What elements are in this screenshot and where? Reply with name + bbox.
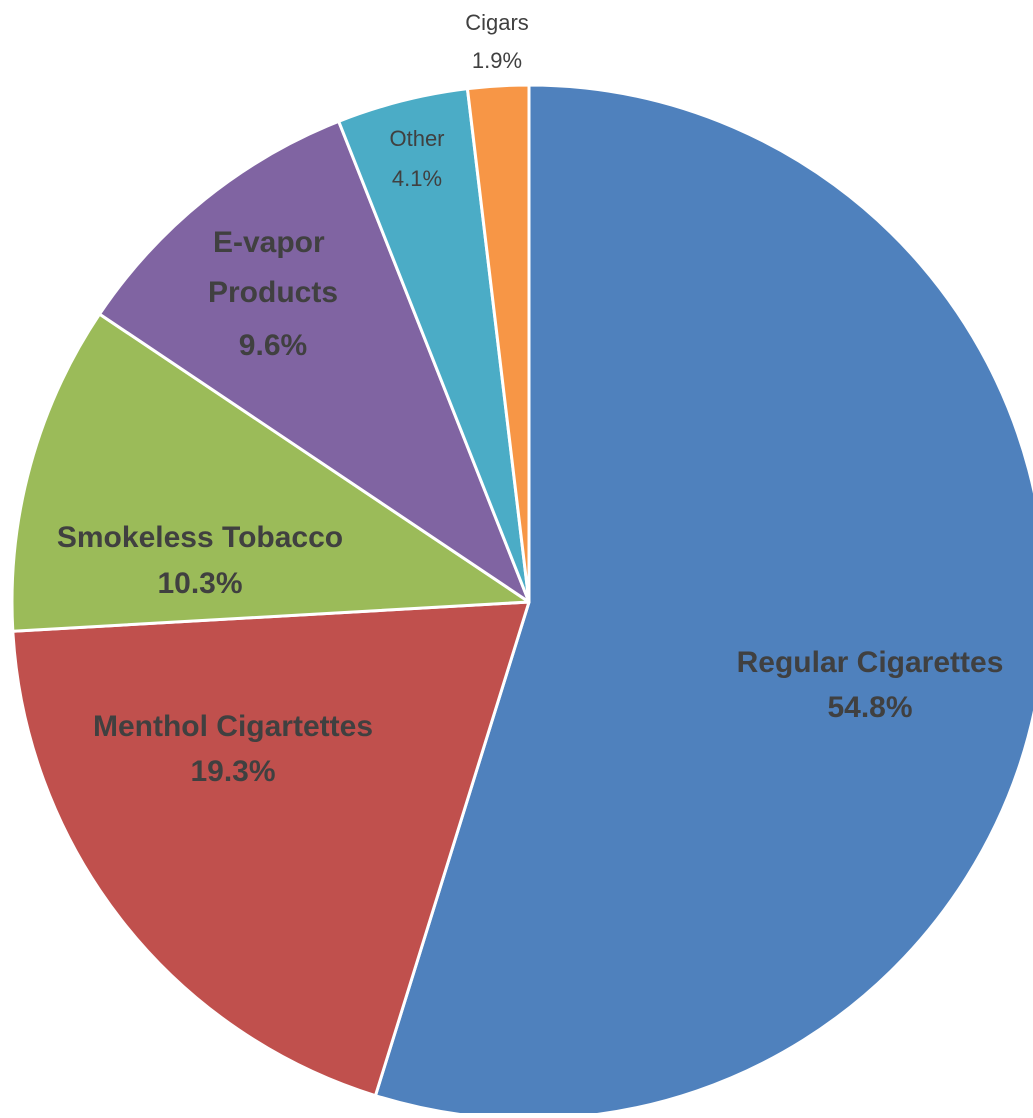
slice-label-e-vapor-products: E-vapor Products bbox=[208, 226, 338, 309]
pie-slice-cigars bbox=[465, 83, 531, 604]
pie-slice-regular-cigarettes bbox=[373, 83, 1033, 1118]
slice-label-regular-cigarettes: Regular Cigarettes bbox=[737, 646, 1004, 679]
slice-label-smokeless-tobacco: Smokeless Tobacco bbox=[57, 521, 343, 554]
slice-value-e-vapor-products: 9.6% bbox=[239, 329, 307, 362]
pie-slice-menthol-cigartettes bbox=[11, 600, 531, 1098]
slice-value-smokeless-tobacco: 10.3% bbox=[157, 567, 242, 600]
slice-label-e-vapor-line2: Products bbox=[208, 276, 338, 309]
slice-value-menthol-cigarettes: 19.3% bbox=[190, 755, 275, 788]
pie-slice-e-vapor-products bbox=[98, 119, 531, 604]
slice-value-other: 4.1% bbox=[392, 166, 442, 191]
slice-label-menthol-cigarettes: Menthol Cigartettes bbox=[93, 710, 373, 743]
labels-layer: Regular Cigarettes 54.8% Menthol Cigarte… bbox=[57, 10, 1003, 788]
slice-label-cigars: Cigars bbox=[465, 10, 529, 35]
slice-value-regular-cigarettes: 54.8% bbox=[827, 691, 912, 724]
pie-slice-smokeless-tobacco bbox=[10, 312, 531, 633]
slice-label-e-vapor-line1: E-vapor bbox=[213, 226, 325, 259]
slice-label-other: Other bbox=[389, 126, 444, 151]
slice-value-cigars: 1.9% bbox=[472, 48, 522, 73]
slices-layer bbox=[10, 83, 1033, 1118]
